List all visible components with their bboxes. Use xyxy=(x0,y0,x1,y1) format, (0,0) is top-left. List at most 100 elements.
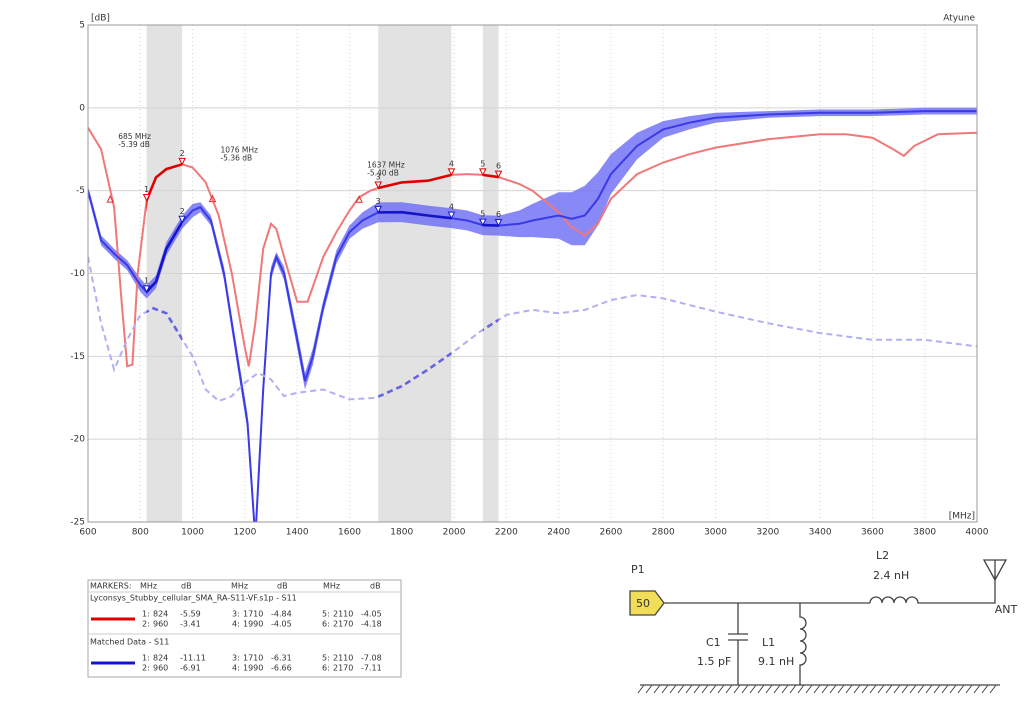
x-tick-label: 1800 xyxy=(390,528,413,538)
marker xyxy=(479,168,487,177)
annotation-text: 1637 MHz xyxy=(367,160,405,169)
ground-hatch xyxy=(637,684,997,694)
table-cell: -4.18 xyxy=(361,620,382,629)
table-cell: 1990 xyxy=(243,664,263,673)
y-tick-label: -15 xyxy=(70,352,85,362)
legend-label: Lyconsys_Stubby_cellular_SMA_RA-S11-VF.s… xyxy=(90,594,297,603)
x-tick-label: 3400 xyxy=(809,528,832,538)
annotation-marker xyxy=(355,195,363,203)
port-label: P1 xyxy=(631,563,645,576)
table-header: MHz xyxy=(231,582,248,591)
marker xyxy=(178,215,186,224)
table-cell: 5: xyxy=(322,610,330,619)
marker-label: 5 xyxy=(480,159,485,168)
table-cell: 6: xyxy=(322,664,330,673)
component-name: L1 xyxy=(762,636,775,649)
table-header: dB xyxy=(181,582,192,591)
legend-label: Matched Data - S11 xyxy=(90,638,169,647)
x-tick-label: 1200 xyxy=(233,528,256,538)
antenna-label: ANT xyxy=(995,603,1018,616)
component-name: C1 xyxy=(706,636,721,649)
x-tick-label: 1400 xyxy=(286,528,309,538)
table-cell: -6.66 xyxy=(271,664,292,673)
annotation-marker xyxy=(106,195,115,203)
table-cell: -7.11 xyxy=(361,664,382,673)
table-header: MHz xyxy=(323,582,340,591)
table-cell: 960 xyxy=(153,664,168,673)
marker-label: 6 xyxy=(496,162,501,171)
annotation-text: -5.36 dB xyxy=(220,154,252,163)
x-tick-label: 3600 xyxy=(861,528,884,538)
table-frame xyxy=(87,579,402,678)
marker-label: 6 xyxy=(496,210,501,219)
x-tick-label: 2200 xyxy=(495,528,518,538)
table-cell: 2170 xyxy=(333,620,353,629)
capacitor-c1 xyxy=(728,603,748,685)
marker xyxy=(374,181,383,190)
marker xyxy=(374,205,383,214)
annotation-text: 685 MHz xyxy=(118,132,151,141)
table-cell: 2: xyxy=(142,620,150,629)
annotation-text: 1076 MHz xyxy=(220,146,258,155)
port-symbol xyxy=(629,590,665,616)
component-value: 9.1 nH xyxy=(758,655,794,668)
table-cell: -6.31 xyxy=(271,654,292,663)
marker-label: 2 xyxy=(180,149,185,158)
x-tick-label: 800 xyxy=(132,528,149,538)
table-cell: 1710 xyxy=(243,654,263,663)
component-name: L2 xyxy=(876,549,889,562)
x-tick-label: 1000 xyxy=(181,528,204,538)
table-header: MHz xyxy=(140,582,157,591)
marker xyxy=(494,219,503,227)
table-cell: -5.59 xyxy=(180,610,201,619)
table-header: dB xyxy=(277,582,288,591)
y-tick-label: 5 xyxy=(79,21,85,31)
y-axis-label: [dB] xyxy=(91,14,110,24)
inductor-l2 xyxy=(869,575,996,604)
table-cell: -7.08 xyxy=(361,654,382,663)
marker-label: 3 xyxy=(376,197,381,206)
x-tick-label: 2400 xyxy=(547,528,570,538)
y-tick-label: -10 xyxy=(70,269,85,279)
marker-table: MARKERS: MHz dB MHz dB MHz dB Lyconsys_Stubby_c… xyxy=(87,579,402,678)
marker xyxy=(479,218,487,227)
table-cell: 1: xyxy=(142,610,150,619)
series-line xyxy=(88,110,977,522)
marker-label: 4 xyxy=(449,159,454,168)
x-tick-label: 2800 xyxy=(652,528,675,538)
table-cell: 824 xyxy=(153,654,168,663)
table-cell: 4: xyxy=(232,664,240,673)
table-cell: 1: xyxy=(142,654,150,663)
table-cell: 1990 xyxy=(243,620,263,629)
port-impedance: 50 xyxy=(636,597,650,610)
table-cell: -4.05 xyxy=(361,610,382,619)
x-axis-label: [MHz] xyxy=(949,512,975,522)
marker-label: 1 xyxy=(144,185,149,194)
table-cell: -4.05 xyxy=(271,620,292,629)
circuit: P1 50 ANT C1 1.5 pF L1 9.1 nH L2 2.4 nH xyxy=(629,549,1018,694)
marker xyxy=(142,285,151,294)
x-tick-label: 3200 xyxy=(756,528,779,538)
table-cell: 4: xyxy=(232,620,240,629)
y-tick-label: -20 xyxy=(70,435,85,445)
annotation-text: -5.39 dB xyxy=(118,140,150,149)
table-cell: -6.91 xyxy=(180,664,201,673)
component-value: 2.4 nH xyxy=(873,569,909,582)
marker xyxy=(447,211,456,220)
table-header: dB xyxy=(370,582,381,591)
marker-label: 3 xyxy=(376,173,381,182)
table-cell: 1710 xyxy=(243,610,263,619)
marker-label: 1 xyxy=(144,276,149,285)
table-cell: 2110 xyxy=(333,610,353,619)
table-cell: 2: xyxy=(142,664,150,673)
marker xyxy=(142,193,151,202)
x-tick-label: 3000 xyxy=(704,528,727,538)
y-tick-label: 0 xyxy=(79,103,85,113)
marker-label: 2 xyxy=(180,207,185,216)
marker xyxy=(178,157,186,166)
table-header: MARKERS: xyxy=(90,582,132,591)
table-cell: 3: xyxy=(232,610,240,619)
component-value: 1.5 pF xyxy=(697,655,731,668)
table-cell: 3: xyxy=(232,654,240,663)
